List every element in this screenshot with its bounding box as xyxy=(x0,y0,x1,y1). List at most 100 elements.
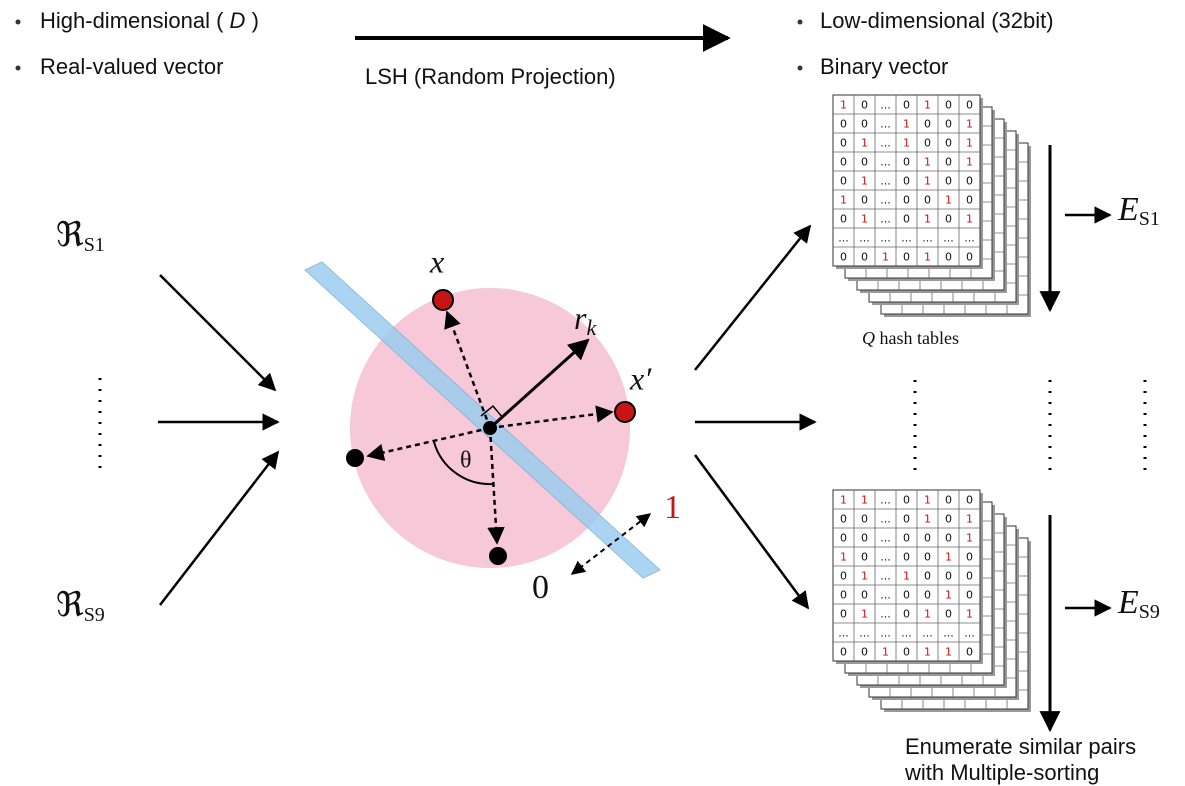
table-cell: 1 xyxy=(903,570,910,583)
header-text: Binary vector xyxy=(820,54,948,79)
table-cell: ... xyxy=(880,118,891,131)
table-cell: 1 xyxy=(924,213,931,226)
table-cell: ... xyxy=(880,494,891,507)
table-cell: 1 xyxy=(840,194,847,207)
table-cell: 1 xyxy=(861,608,868,621)
table-cell: 0 xyxy=(861,156,868,169)
table-cell: 0 xyxy=(840,137,847,150)
table-cell: 0 xyxy=(903,194,910,207)
table-cell: 0 xyxy=(861,532,868,545)
table-cell: ... xyxy=(922,232,933,245)
table-cell: 0 xyxy=(840,532,847,545)
table-cell: 1 xyxy=(924,175,931,188)
table-cell: 0 xyxy=(903,513,910,526)
table-cell: 0 xyxy=(945,213,952,226)
table-cell: 0 xyxy=(861,646,868,659)
table-cell: 1 xyxy=(924,494,931,507)
table-cell: 0 xyxy=(966,589,973,602)
table-cell: 1 xyxy=(924,251,931,264)
table-cell: 0 xyxy=(903,608,910,621)
footer-text: with Multiple-sorting xyxy=(904,760,1099,785)
ellipsis xyxy=(915,380,1145,472)
bullet xyxy=(16,20,21,25)
table-cell: 1 xyxy=(966,137,973,150)
table-cell: 0 xyxy=(861,513,868,526)
point-label: x′ xyxy=(629,360,652,396)
table-cell: 1 xyxy=(945,589,952,602)
table-cell: 0 xyxy=(966,494,973,507)
table-cell: ... xyxy=(880,194,891,207)
table-cell: 1 xyxy=(840,494,847,507)
table-cell: 0 xyxy=(840,589,847,602)
table-cell: 1 xyxy=(945,551,952,564)
table-cell: 0 xyxy=(924,551,931,564)
table-cell: 1 xyxy=(840,551,847,564)
table-cell: ... xyxy=(943,627,954,640)
table-cell: ... xyxy=(880,608,891,621)
table-cell: 1 xyxy=(924,156,931,169)
table-cell: 1 xyxy=(966,118,973,131)
table-cell: 0 xyxy=(966,646,973,659)
table-cell: 1 xyxy=(945,194,952,207)
table-cell: 1 xyxy=(861,570,868,583)
table-cell: 0 xyxy=(945,137,952,150)
origin xyxy=(483,421,497,435)
table-cell: ... xyxy=(880,551,891,564)
table-cell: 1 xyxy=(966,513,973,526)
input-arrows xyxy=(158,275,278,605)
table-cell: 0 xyxy=(924,570,931,583)
table-cell: ... xyxy=(901,232,912,245)
table-cell: 1 xyxy=(903,118,910,131)
diagram: High-dimensional ( D ) Real-valued vecto… xyxy=(0,0,1185,786)
table-cell: 1 xyxy=(924,99,931,112)
table-cell: 0 xyxy=(903,251,910,264)
table-cell: 0 xyxy=(840,118,847,131)
table-cell: 0 xyxy=(966,251,973,264)
table-cell: 0 xyxy=(861,194,868,207)
table-cell: 1 xyxy=(861,494,868,507)
table-cell: 0 xyxy=(924,589,931,602)
table-cell: ... xyxy=(964,627,975,640)
point xyxy=(615,402,635,422)
table-cell: ... xyxy=(838,232,849,245)
footer-text: Enumerate similar pairs xyxy=(905,734,1136,759)
table-cell: 0 xyxy=(840,608,847,621)
point xyxy=(346,449,364,467)
table-cell: 0 xyxy=(945,494,952,507)
table-cell: 1 xyxy=(861,137,868,150)
table-cell: 0 xyxy=(861,99,868,112)
table-cell: ... xyxy=(880,137,891,150)
table-cell: 0 xyxy=(861,551,868,564)
input-label: ℜS1 xyxy=(56,217,105,256)
header-text: Real-valued vector xyxy=(40,54,223,79)
table-cell: 1 xyxy=(966,156,973,169)
table-cell: 0 xyxy=(840,646,847,659)
table-cell: ... xyxy=(943,232,954,245)
table-cell: ... xyxy=(880,232,891,245)
bit-label: 0 xyxy=(532,569,549,606)
table-cell: 0 xyxy=(945,156,952,169)
table-cell: 0 xyxy=(945,570,952,583)
table-cell: 0 xyxy=(945,513,952,526)
table-cell: 1 xyxy=(840,99,847,112)
table-cell: 0 xyxy=(966,570,973,583)
table-cell: ... xyxy=(880,99,891,112)
table-cell: 0 xyxy=(924,118,931,131)
header-text: High-dimensional ( D ) xyxy=(40,8,259,33)
table-cell: 1 xyxy=(882,646,889,659)
table-cell: 0 xyxy=(945,251,952,264)
table-cell: 0 xyxy=(945,99,952,112)
table-cell: 1 xyxy=(882,251,889,264)
table-cell: 0 xyxy=(945,608,952,621)
table-cell: ... xyxy=(859,232,870,245)
table-cell: ... xyxy=(880,532,891,545)
table-cell: 0 xyxy=(903,646,910,659)
table-cell: 0 xyxy=(903,589,910,602)
point xyxy=(433,290,453,310)
table-cell: 0 xyxy=(840,156,847,169)
bullet xyxy=(16,66,21,71)
table-cell: 0 xyxy=(966,551,973,564)
angle-label: θ xyxy=(460,448,472,474)
hash-tables: 1 0... 0 1 0 0 0 0... 1 0 0 1 0 1... 1 0 0 1 0 0... 0 1 0 1 0 1..… xyxy=(833,95,1031,712)
output-label: ES1 xyxy=(1117,191,1160,230)
